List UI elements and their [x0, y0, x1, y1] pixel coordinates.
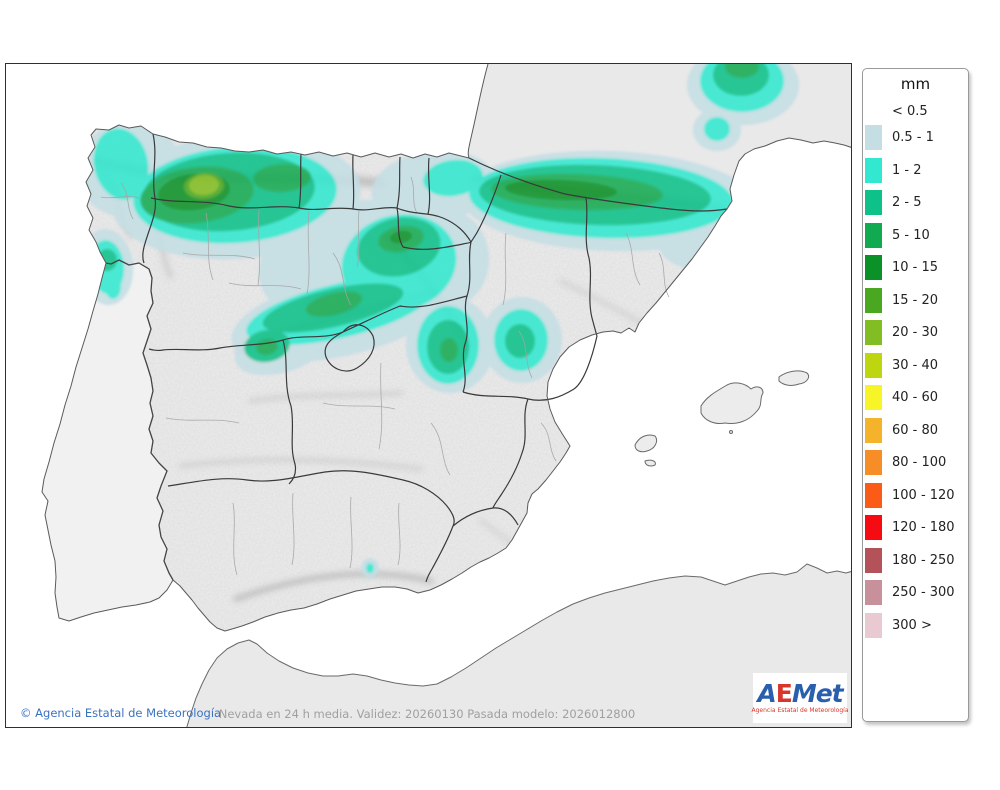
legend-swatch: [865, 222, 882, 248]
legend-rows: 0.5 - 1 1 - 2 2 - 5 5 - 10 10 - 15 15 - 20 20 …: [863, 125, 968, 645]
coastline: [41, 64, 851, 632]
legend-first-label: < 0.5: [892, 103, 928, 119]
legend-swatch: [865, 612, 882, 638]
province-borders: [100, 176, 670, 576]
portugal-border: [105, 259, 174, 581]
legend-label: 2 - 5: [892, 195, 922, 210]
legend-first-row: < 0.5: [863, 97, 968, 125]
map-image: [6, 64, 851, 727]
legend-row: 5 - 10: [863, 222, 968, 256]
cabrera: [729, 430, 733, 434]
legend-swatch: [865, 515, 882, 540]
legend-label: 15 - 20: [892, 292, 939, 308]
map-frame: AEMet Agencia Estatal de Meteorología: [5, 63, 852, 728]
aemet-logo: AEMet Agencia Estatal de Meteorología: [751, 673, 849, 723]
legend-label: 80 - 100: [892, 455, 947, 470]
aemet-logo-met: Met: [791, 679, 844, 708]
legend-label: 60 - 80: [892, 422, 939, 438]
legend-swatch: [865, 547, 882, 573]
legend-row: 2 - 5: [863, 190, 968, 223]
legend-swatch: [865, 482, 882, 508]
legend-swatch: [865, 385, 882, 410]
legend-panel: mm < 0.5 0.5 - 1 1 - 2 2 - 5 5 - 10 10 - 15 1…: [862, 68, 969, 722]
legend-row: 40 - 60: [863, 385, 968, 418]
copyright-text: © Agencia Estatal de Meteorología: [20, 706, 222, 720]
legend-row: 100 - 120: [863, 482, 968, 516]
legend-row: 15 - 20: [863, 287, 968, 321]
legend-row: 20 - 30: [863, 320, 968, 353]
aemet-logo-word: AEMet: [757, 679, 844, 708]
menorca: [778, 370, 810, 386]
legend-row: 30 - 40: [863, 352, 968, 386]
mallorca: [700, 382, 764, 424]
formentera: [644, 459, 656, 467]
aemet-logo-subtitle: Agencia Estatal de Meteorología: [751, 707, 849, 714]
legend-swatch: [865, 580, 882, 605]
legend-swatch: [865, 352, 882, 378]
legend-label: 100 - 120: [892, 487, 955, 503]
legend-label: 10 - 15: [892, 260, 939, 275]
legend-label: 30 - 40: [892, 357, 939, 373]
legend-swatch: [865, 417, 882, 443]
legend-row: 250 - 300: [863, 580, 968, 613]
legend-label: 1 - 2: [892, 162, 922, 178]
legend-swatch: [865, 157, 882, 183]
legend-swatch: [865, 450, 882, 475]
legend-row: 10 - 15: [863, 255, 968, 288]
legend-label: 20 - 30: [892, 325, 939, 340]
legend-row: 80 - 100: [863, 450, 968, 483]
legend-row: 0.5 - 1: [863, 125, 968, 158]
aemet-logo-e: E: [775, 679, 793, 708]
region-borders: [142, 133, 728, 583]
balearic-islands: [634, 370, 810, 467]
legend-label: 120 - 180: [892, 520, 955, 535]
africa-land: [186, 563, 851, 727]
legend-swatch: [865, 255, 882, 280]
legend-label: 5 - 10: [892, 227, 930, 243]
legend-row: 60 - 80: [863, 417, 968, 451]
legend-label: 40 - 60: [892, 390, 939, 405]
legend-swatch: [865, 320, 882, 345]
legend-label: 0.5 - 1: [892, 130, 934, 145]
legend-swatch: [865, 190, 882, 215]
legend-row: 180 - 250: [863, 547, 968, 581]
legend-row: 1 - 2: [863, 157, 968, 191]
legend-swatch: [865, 125, 882, 150]
legend-row: 120 - 180: [863, 515, 968, 548]
map-caption: Nevada en 24 h media. Validez: 20260130 …: [218, 707, 636, 721]
legend-label: 180 - 250: [892, 552, 955, 568]
legend-title: mm: [900, 75, 931, 93]
legend-row: 300 >: [863, 612, 968, 646]
legend-label: 250 - 300: [892, 585, 955, 600]
ibiza: [634, 434, 658, 453]
legend-label: 300 >: [892, 617, 932, 633]
portugal-land: [42, 260, 173, 621]
aemet-logo-a: A: [757, 679, 776, 708]
snow-overlay: [77, 64, 799, 578]
legend-swatch: [865, 287, 882, 313]
